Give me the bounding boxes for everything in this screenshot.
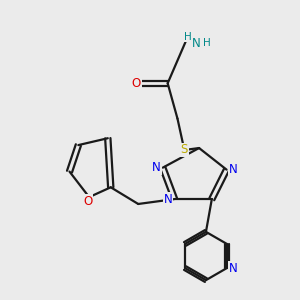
Text: O: O [132, 77, 141, 90]
Text: S: S [181, 143, 188, 157]
Text: H: H [203, 38, 211, 48]
Text: N: N [152, 161, 161, 174]
Text: N: N [192, 37, 201, 50]
Text: H: H [184, 32, 192, 41]
Text: O: O [83, 195, 92, 208]
Text: N: N [229, 163, 237, 176]
Text: N: N [164, 193, 172, 206]
Text: N: N [229, 262, 238, 275]
